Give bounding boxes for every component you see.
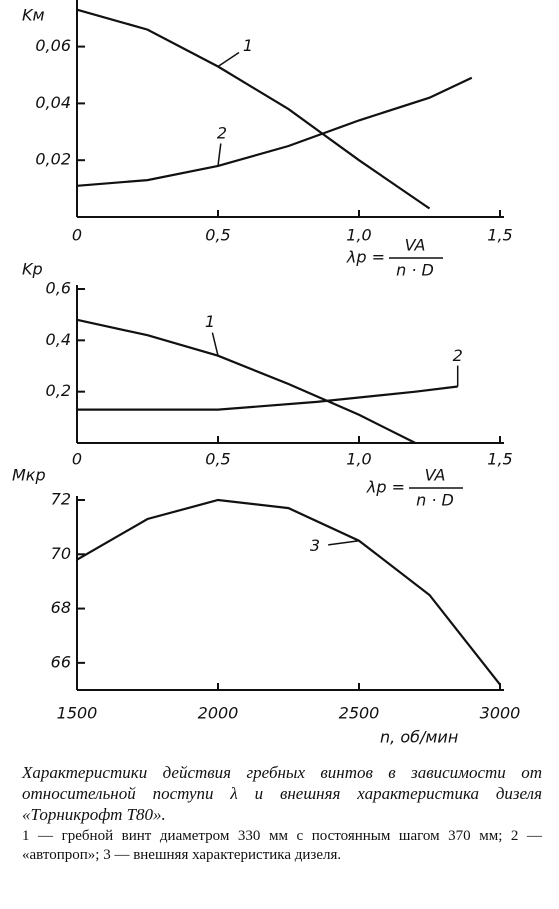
leader-line <box>217 143 222 166</box>
caption-legend: 1 — гребной винт диаметром 330 мм с пост… <box>22 828 542 863</box>
x-axis-label-numerator: VA <box>405 236 426 255</box>
x-axis-label-numerator: VA <box>425 466 446 485</box>
y-tick-label: 70 <box>51 544 71 563</box>
x-axis-label: λp = <box>366 478 405 497</box>
x-axis-label: λp = <box>346 248 385 267</box>
y-tick-label: 66 <box>51 652 71 671</box>
x-tick-label: 0 <box>72 450 82 469</box>
y-tick-label: 0,06 <box>35 36 71 55</box>
x-tick-label: 1,5 <box>487 450 512 469</box>
series-label: 1 <box>243 36 253 55</box>
x-tick-label: 1500 <box>57 704 98 723</box>
x-axis-label-denominator: n · D <box>416 491 454 510</box>
x-tick-label: 3000 <box>480 704 521 723</box>
series-label: 2 <box>217 123 227 142</box>
data-line <box>76 318 416 444</box>
y-axis-label: Kм <box>22 6 45 25</box>
leader-line <box>328 539 360 546</box>
data-line <box>76 8 431 210</box>
x-tick-label: 1,0 <box>346 226 371 245</box>
x-tick-label: 2000 <box>198 704 239 723</box>
x-tick-label: 2500 <box>339 704 380 723</box>
data-line <box>77 385 458 411</box>
y-tick-label: 0,4 <box>46 330 71 349</box>
charts: 0,02 0,04 0,06 0 0,5 1,0 1,5 Kм λp = VA n · D 1 2 0,2… <box>12 0 521 747</box>
x-tick-label: 0,5 <box>205 450 230 469</box>
data-line <box>76 76 473 187</box>
y-tick-label: 72 <box>51 490 71 509</box>
y-tick-label: 68 <box>51 598 71 617</box>
caption: Характеристики действия гребных винтов в… <box>22 762 542 865</box>
x-tick-label: 1,5 <box>487 226 512 245</box>
y-axis-label: Kp <box>22 260 43 279</box>
leader-line <box>217 51 240 68</box>
series-label: 3 <box>310 536 320 555</box>
y-tick-label: 0,02 <box>35 150 71 169</box>
series-label: 1 <box>205 312 215 331</box>
caption-title: Характеристики действия гребных винтов в… <box>22 763 542 824</box>
y-tick-label: 0,6 <box>46 279 71 298</box>
x-tick-label: 0,5 <box>205 226 230 245</box>
x-tick-label: 1,0 <box>346 450 371 469</box>
data-line <box>76 498 501 686</box>
y-tick-label: 0,2 <box>46 381 71 400</box>
series-label: 2 <box>453 346 463 365</box>
x-axis-label: n, об/мин <box>380 728 458 747</box>
leader-line <box>211 332 219 356</box>
x-axis-label-denominator: n · D <box>396 261 434 280</box>
y-tick-label: 0,04 <box>35 93 71 112</box>
x-tick-label: 0 <box>72 226 82 245</box>
y-axis-label: Mкр <box>12 466 46 485</box>
